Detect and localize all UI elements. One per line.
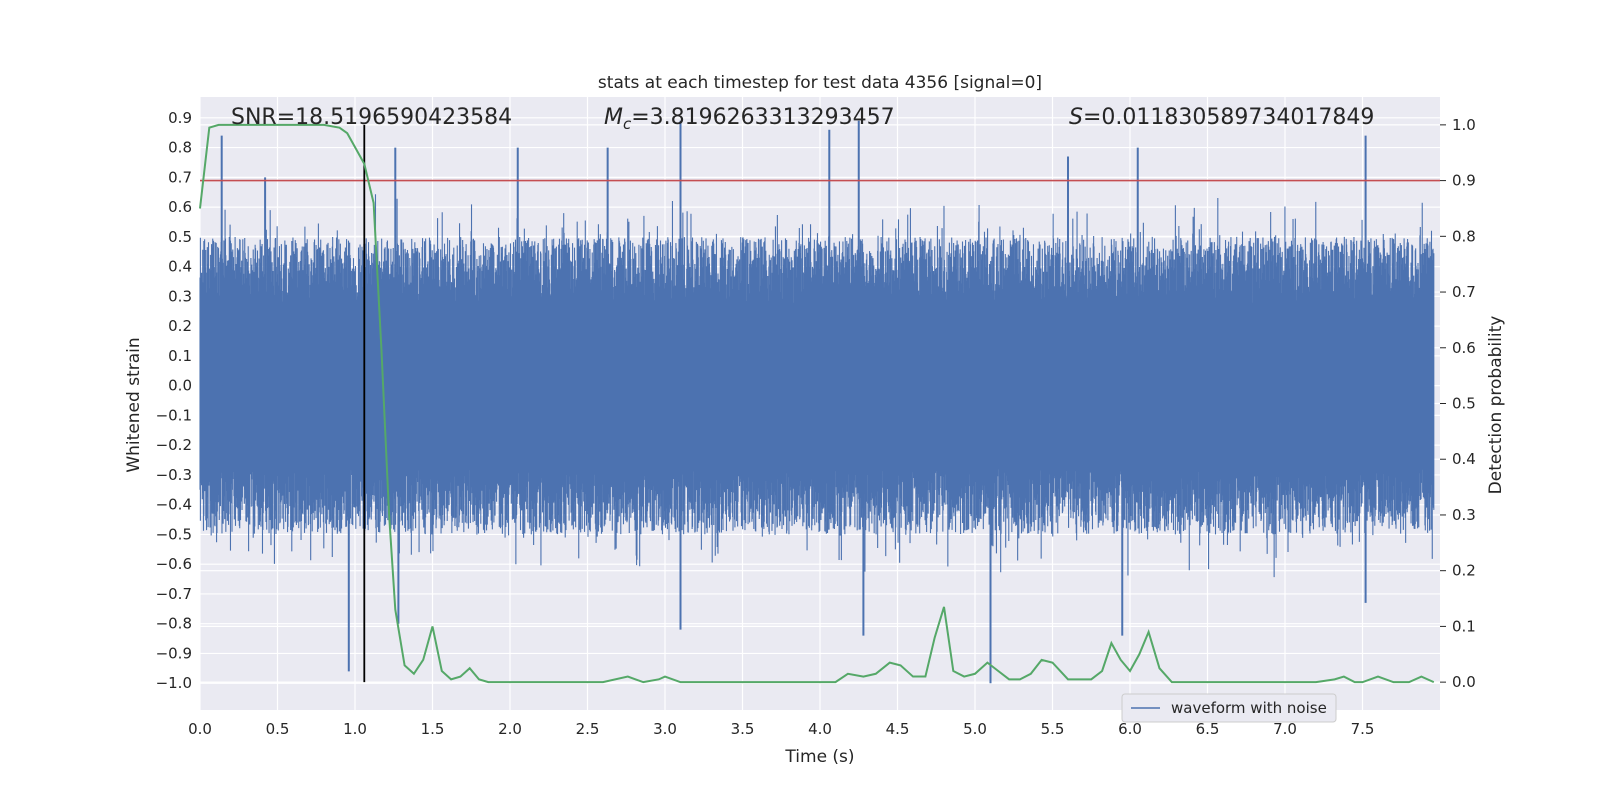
y-left-tick-label: 0.2 [168,317,192,335]
y-left-tick-label: −0.2 [156,436,192,454]
chart-title: stats at each timestep for test data 435… [598,73,1042,93]
y-left-tick-label: 0.3 [168,287,192,305]
x-tick-label: 5.5 [1041,720,1065,738]
y-left-tick-label: 0.6 [168,198,192,216]
x-tick-label: 3.5 [731,720,755,738]
x-axis-ticks: 0.0 0.5 1.0 1.5 2.0 2.5 3.0 3.5 4.0 4.5 5.0 5.5 6.0 6… [188,720,1374,738]
overlay-lines [200,124,1440,683]
y-left-tick-label: 0.7 [168,168,192,186]
x-axis-label: Time (s) [784,747,854,767]
y-left-tick-label: 0.0 [168,377,192,395]
x-tick-label: 3.0 [653,720,677,738]
chirp-mass-value: =3.8196263313293457 [631,105,894,130]
legend-box [1121,693,1337,723]
y-left-tick-label: −0.6 [156,555,192,573]
y-left-tick-label: 0.5 [168,228,192,246]
y-left-tick-label: 0.8 [168,139,192,157]
detection-probability-line [199,123,1435,684]
chirp-mass-annotation: Mc=3.8196263313293457 [604,105,895,133]
y-left-tick-label: 0.4 [168,258,192,276]
y-right-tick-label: 0.1 [1452,617,1476,635]
snr-annotation: SNR=18.5196590423584 [231,105,512,130]
chirp-mass-symbol: M [604,105,623,130]
y-left-tick-label: 0.1 [168,347,192,365]
y-left-tick-label: −1.0 [156,674,192,692]
y-left-tick-label: −0.1 [156,406,192,424]
x-tick-label: 4.5 [886,720,910,738]
y-right-tick-label: 1.0 [1452,116,1476,134]
y-right-tick-label: 0.9 [1452,172,1476,190]
y-right-tick-label: 0.4 [1452,450,1476,468]
y-right-tick-label: 0.2 [1452,562,1476,580]
y-left-tick-label: 0.9 [168,109,192,127]
x-tick-label: 0.0 [188,720,212,738]
y-left-tick-label: −0.7 [156,585,192,603]
y-right-tick-label: 0.5 [1452,395,1476,413]
chirp-mass-subscript: c [623,115,632,133]
legend-label: waveform with noise [1171,699,1327,717]
y-right-tick-label: 0.7 [1452,283,1476,301]
x-tick-label: 1.0 [343,720,367,738]
y-right-tick-label: 0.8 [1452,227,1476,245]
y-axis-left-ticks: 0.9 0.8 0.7 0.6 0.5 0.4 0.3 0.2 0.1 0.0 −0.1 −0.2 −0… [156,109,192,692]
x-tick-label: 6.5 [1196,720,1220,738]
waveform-noise [199,194,1435,578]
x-tick-label: 4.0 [808,720,832,738]
x-tick-label: 6.0 [1118,720,1142,738]
y-axis-right-label: Detection probability [1486,316,1506,495]
x-tick-label: 1.5 [421,720,445,738]
x-tick-label: 2.5 [576,720,600,738]
x-tick-label: 0.5 [266,720,290,738]
y-left-tick-label: −0.8 [156,615,192,633]
x-tick-label: 7.5 [1351,720,1375,738]
waveform-series [199,120,1435,684]
s-value: =0.011830589734017849 [1083,105,1374,130]
s-annotation: S=0.011830589734017849 [1069,105,1374,130]
y-right-tick-label: 0.0 [1452,673,1476,691]
y-left-tick-label: −0.4 [156,496,192,514]
y-left-tick-label: −0.3 [156,466,192,484]
x-tick-label: 5.0 [963,720,987,738]
x-tick-label: 2.0 [498,720,522,738]
x-tick-label: 7.0 [1273,720,1297,738]
y-axis-right-ticks: 1.0 0.9 0.8 0.7 0.6 0.5 0.4 0.3 0.2 0.1 0.0 [1440,116,1476,691]
y-left-tick-label: −0.5 [156,525,192,543]
y-left-tick-label: −0.9 [156,644,192,662]
y-right-tick-label: 0.6 [1452,339,1476,357]
legend: waveform with noise [1121,693,1337,723]
y-right-tick-label: 0.3 [1452,506,1476,524]
y-axis-left-label: Whitened strain [124,337,144,472]
probability-series [199,123,1435,684]
s-symbol: S [1069,105,1083,130]
